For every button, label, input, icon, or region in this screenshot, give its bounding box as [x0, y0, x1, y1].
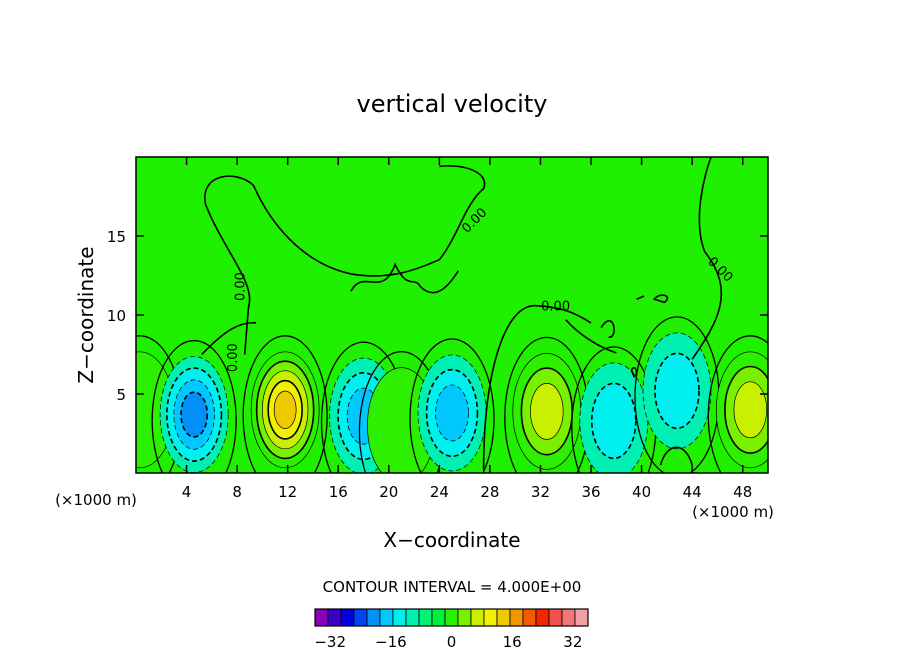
- colorbar-swatch: [496, 608, 511, 627]
- x-tick-label: 28: [480, 483, 499, 501]
- colorbar-tick-labels: −32 −16 0 16 32: [314, 633, 582, 651]
- zero-contour: [707, 335, 768, 473]
- downdraft-cell: [571, 346, 657, 473]
- contour-band: [180, 391, 209, 438]
- colorbar-swatch: [509, 608, 524, 627]
- downdraft-cell: [409, 338, 495, 473]
- colorbar-swatch: [405, 608, 420, 627]
- zero-contour: [409, 338, 495, 473]
- zero-contour: [636, 294, 669, 304]
- colorbar-tick-label: −32: [314, 633, 346, 651]
- colorbar-swatch: [327, 608, 342, 627]
- x-tick-label: 44: [683, 483, 702, 501]
- colorbar-tick-label: 32: [563, 633, 582, 651]
- colorbar-swatch: [483, 608, 498, 627]
- colorbar-swatch: [340, 608, 355, 627]
- x-tick-label: 40: [632, 483, 651, 501]
- x-unit-label-left: (×1000 m): [55, 491, 137, 509]
- contour-band: [530, 383, 564, 440]
- colorbar-tick-label: −16: [375, 633, 407, 651]
- colorbar-frame: [314, 608, 589, 627]
- zero-contour: [565, 319, 617, 354]
- colorbar-swatch: [314, 608, 329, 627]
- colorbar-swatch: [574, 608, 589, 627]
- velocity-cells: [136, 316, 768, 473]
- x-tick-label: 48: [733, 483, 752, 501]
- zero-contour: [151, 339, 237, 473]
- zero-contour: [482, 304, 592, 470]
- x-unit-label-right: (×1000 m): [692, 503, 774, 521]
- y-axis-ticks: 5 10 15: [107, 228, 768, 404]
- zero-contour-label: 0.00: [226, 343, 241, 372]
- colorbar-swatch: [418, 608, 433, 627]
- x-tick-label: 20: [379, 483, 398, 501]
- x-tick-label: 36: [581, 483, 600, 501]
- zero-contour: [659, 446, 693, 466]
- x-tick-label: 16: [329, 483, 348, 501]
- contour-band: [273, 390, 297, 429]
- zero-contour: [242, 335, 328, 473]
- zero-contour: [600, 319, 615, 338]
- x-tick-label: 4: [182, 483, 192, 501]
- contour-band: [654, 352, 700, 430]
- contour-interval-label: CONTOUR INTERVAL = 4.000E+00: [323, 578, 582, 596]
- colorbar-tick-label: 0: [447, 633, 457, 651]
- x-axis-label: X−coordinate: [383, 528, 520, 552]
- colorbar-swatch: [470, 608, 485, 627]
- x-tick-label: 12: [278, 483, 297, 501]
- x-axis-ticks: 4 8 12 16 20 24 28 32 36 40 44 48: [182, 157, 752, 501]
- updraft-cell: [707, 335, 768, 473]
- updraft-cell: [504, 336, 590, 473]
- zero-contour: [350, 262, 460, 294]
- colorbar-swatch: [548, 608, 563, 627]
- zero-contour: [630, 366, 638, 378]
- colorbar-swatch: [522, 608, 537, 627]
- chart-title: vertical velocity: [357, 90, 548, 118]
- zero-contour: [691, 157, 722, 360]
- x-tick-label: 8: [232, 483, 242, 501]
- contour-band: [590, 382, 637, 460]
- y-tick-label: 5: [116, 386, 126, 404]
- zero-contour: [201, 321, 257, 356]
- colorbar-swatch: [444, 608, 459, 627]
- downdraft-cell: [151, 339, 237, 473]
- x-tick-label: 32: [531, 483, 550, 501]
- updraft-cell: [242, 335, 328, 473]
- colorbar-swatch: [366, 608, 381, 627]
- y-axis-label: Z−coordinate: [74, 246, 98, 383]
- y-tick-label: 10: [107, 307, 126, 325]
- colorbar-swatch: [457, 608, 472, 627]
- zero-contour-label: 0.00: [541, 299, 570, 314]
- colorbar-swatch: [392, 608, 407, 627]
- zero-contour-lines: [201, 157, 722, 470]
- y-tick-label: 15: [107, 228, 126, 246]
- colorbar-swatch: [561, 608, 576, 627]
- contour-band: [435, 384, 469, 442]
- colorbar-swatch: [379, 608, 394, 627]
- downdraft-cell: [634, 316, 720, 473]
- colorbar-tick-label: 16: [503, 633, 522, 651]
- contour-band: [733, 381, 768, 439]
- x-tick-label: 24: [430, 483, 449, 501]
- colorbar-swatch: [353, 608, 368, 627]
- colorbar: [314, 608, 589, 627]
- colorbar-swatch: [431, 608, 446, 627]
- zero-contour: [204, 165, 486, 355]
- colorbar-swatch: [535, 608, 550, 627]
- zero-contour-label: 0.00: [234, 272, 249, 301]
